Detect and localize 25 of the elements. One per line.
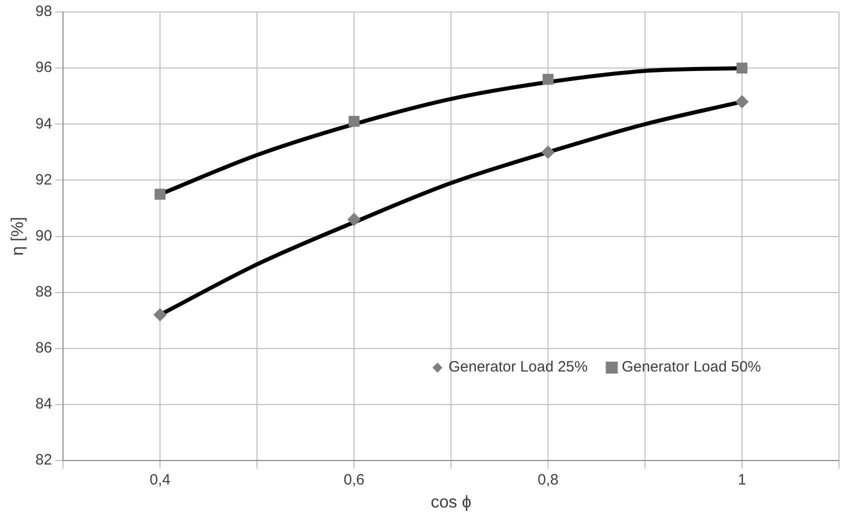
y-tick-label: 86 — [35, 340, 52, 357]
point — [736, 62, 748, 74]
point — [542, 74, 554, 85]
x-tick-label: 0,4 — [150, 472, 171, 489]
y-tick-label: 90 — [35, 227, 52, 244]
x-tick-label: 0,6 — [344, 472, 364, 489]
y-tick-label: 82 — [35, 452, 52, 469]
point — [348, 212, 361, 226]
point — [154, 308, 167, 322]
point — [542, 146, 555, 159]
point — [348, 116, 360, 127]
y-axis-title: η [%] — [8, 216, 27, 256]
y-tick-label: 98 — [35, 3, 52, 20]
y-tick-label: 88 — [35, 284, 52, 301]
y-tick-label: 96 — [35, 59, 52, 76]
y-tick-label: 92 — [35, 171, 52, 188]
x-tick-label: 0,8 — [538, 472, 558, 489]
x-axis-title: cos ϕ — [430, 492, 472, 512]
legend-label: Generator Load 50% — [622, 358, 762, 376]
point — [154, 188, 166, 200]
point — [736, 95, 749, 108]
y-tick-label: 94 — [35, 115, 52, 132]
legend-label: Generator Load 25% — [448, 358, 588, 376]
x-tick-label: 1 — [738, 472, 746, 489]
y-tick-label: 84 — [35, 396, 52, 413]
